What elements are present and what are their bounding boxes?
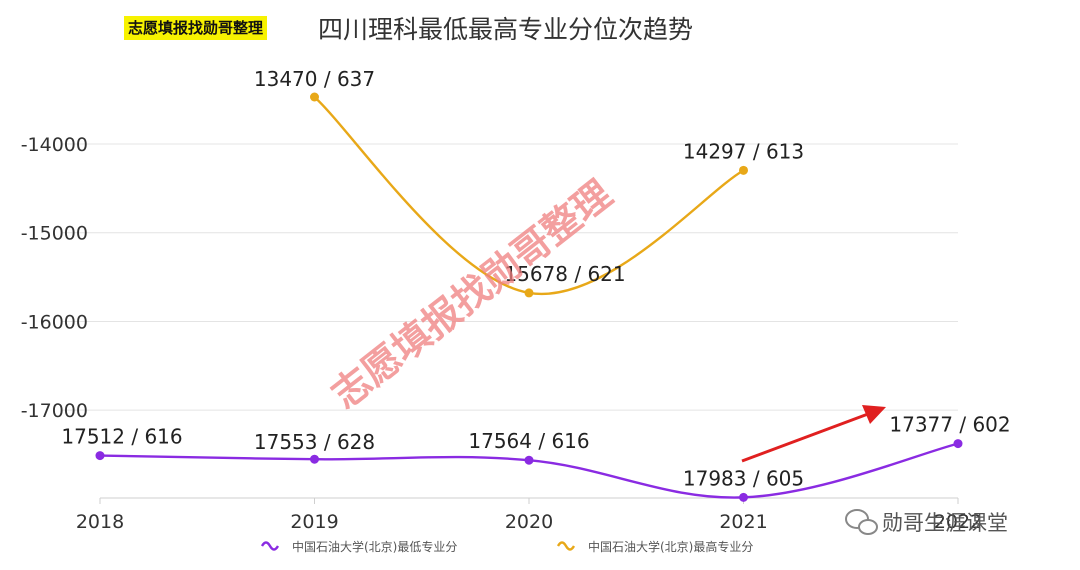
data-point [310, 92, 319, 102]
x-tick-label: 2019 [290, 511, 338, 533]
y-tick-label: -17000 [21, 400, 88, 422]
data-label: 17377 / 602 [889, 413, 1010, 437]
data-point [524, 288, 534, 298]
author-tag: 志愿填报找勋哥整理 [124, 16, 268, 40]
data-label: 14297 / 613 [683, 139, 804, 163]
legend-swatch [260, 541, 280, 551]
data-point [739, 165, 748, 175]
data-label: 15678 / 621 [504, 262, 625, 286]
x-tick-label: 2022 [934, 511, 982, 533]
data-point [953, 439, 963, 449]
x-tick-label: 2021 [719, 511, 767, 533]
data-label: 13470 / 637 [254, 67, 375, 91]
trend-arrow [741, 412, 869, 463]
data-point [524, 455, 534, 465]
trend-arrow-head [862, 405, 886, 424]
y-tick-label: -14000 [21, 134, 88, 156]
data-label: 17512 / 616 [61, 425, 182, 449]
watermark: 志愿填报找勋哥整理 [323, 172, 620, 417]
wechat-brand-label: 勋哥生涯课堂 [882, 511, 1008, 535]
x-tick-label: 2018 [76, 511, 124, 533]
chart-title: 四川理科最低最高专业分位次趋势 [318, 15, 694, 44]
data-label: 17983 / 605 [683, 466, 804, 490]
legend-swatch [556, 541, 576, 551]
legend-label: 中国石油大学(北京)最低专业分 [292, 539, 457, 554]
y-tick-label: -15000 [21, 223, 88, 245]
legend-label: 中国石油大学(北京)最高专业分 [588, 539, 753, 554]
data-point [95, 451, 105, 461]
x-tick-label: 2020 [505, 511, 553, 533]
wechat-icon [845, 509, 878, 535]
data-point [739, 492, 748, 502]
data-point [310, 454, 319, 464]
data-label: 17564 / 616 [468, 429, 589, 453]
data-label: 17553 / 628 [254, 430, 375, 454]
y-tick-label: -16000 [21, 311, 88, 333]
wechat-bubble-icon [858, 519, 878, 535]
